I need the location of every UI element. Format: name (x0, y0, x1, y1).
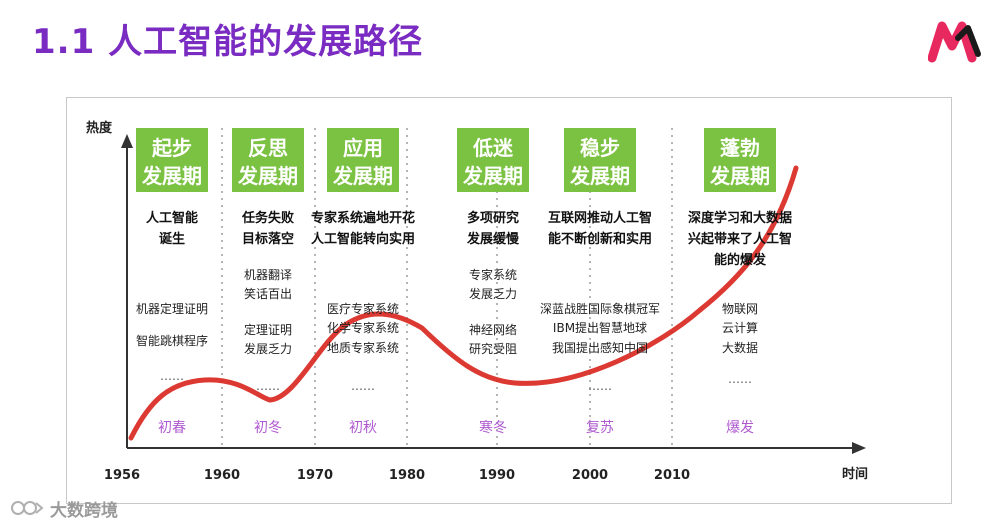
period-box-line1: 应用 (343, 136, 383, 160)
period-ellipsis: …… (351, 379, 375, 393)
period-box (232, 128, 304, 192)
period-detail: 深蓝战胜国际象棋冠军 (540, 301, 660, 316)
period-season: 初秋 (349, 419, 377, 436)
period-ellipsis: …… (256, 379, 280, 393)
x-axis-tick-label: 1960 (204, 468, 240, 483)
period-box-line1: 蓬勃 (720, 136, 760, 160)
period-ellipsis: …… (728, 372, 752, 386)
x-axis-tick-label: 2010 (654, 468, 690, 483)
watermark-logo-icon (11, 501, 44, 515)
period-box-line2: 发展期 (237, 164, 298, 188)
period-headline-line3: 能的爆发 (714, 252, 767, 268)
period-box (457, 128, 529, 192)
period-season: 寒冬 (479, 419, 507, 436)
period-detail: 笑话百出 (244, 286, 292, 301)
period-box-line2: 发展期 (709, 164, 770, 188)
period-box-line1: 稳步 (580, 136, 620, 160)
period-box-line1: 反思 (248, 136, 288, 160)
period-headline-line2: 目标落空 (242, 231, 294, 247)
period-box (704, 128, 776, 192)
period-detail: 云计算 (722, 320, 758, 335)
period-season: 爆发 (726, 420, 754, 436)
period-detail: 我国提出感知中国 (552, 340, 648, 355)
period-box-line1: 低迷 (472, 136, 514, 160)
period-detail: 物联网 (722, 302, 758, 316)
period-headline-line2: 能不断创新和实用 (548, 231, 652, 247)
period-season: 初冬 (254, 419, 282, 436)
x-axis-tick-label: 1990 (479, 468, 515, 483)
period-box-line1: 起步 (151, 136, 192, 160)
watermark: 大数跨境 (10, 496, 118, 521)
period-season: 初春 (158, 419, 186, 436)
x-axis-arrow-icon (852, 442, 866, 454)
x-axis-label: 时间 (842, 466, 868, 482)
y-axis-label: 热度 (86, 120, 113, 136)
period-detail: 神经网络 (469, 322, 517, 337)
x-axis-tick-label: 1970 (297, 468, 333, 483)
period-headline-line1: 互联网推动人工智 (548, 210, 652, 226)
period-box (136, 128, 208, 192)
period-box-line2: 发展期 (462, 164, 523, 188)
period-headline-line2: 人工智能转向实用 (311, 231, 415, 247)
period-box-line2: 发展期 (569, 164, 630, 188)
period-box-line2: 发展期 (141, 164, 202, 188)
period-box (327, 128, 399, 192)
period-box-line2: 发展期 (332, 164, 393, 188)
brand-logo-icon (928, 21, 981, 63)
period-detail: 化学专家系统 (327, 320, 399, 335)
period-detail: 地质专家系统 (327, 340, 399, 355)
period-detail: 智能跳棋程序 (136, 333, 208, 348)
period-headline-line1: 深度学习和大数据 (688, 210, 792, 226)
period-detail: 医疗专家系统 (327, 301, 399, 316)
period-detail: IBM提出智慧地球 (553, 320, 647, 335)
period-detail: 机器定理证明 (136, 301, 208, 316)
period-ellipsis: …… (160, 369, 184, 383)
x-axis-tick-label: 1956 (104, 468, 140, 483)
period-headline-line2: 诞生 (159, 231, 185, 247)
period-headline-line2: 兴起带来了人工智 (688, 231, 792, 247)
heat-curve (128, 165, 799, 441)
period-detail: 定理证明 (244, 322, 292, 337)
period-headline-line1: 任务失败 (241, 210, 294, 226)
x-axis-tick-label: 2000 (572, 468, 608, 483)
period-ellipsis: …… (588, 379, 612, 393)
period-headline-line1: 人工智能 (146, 210, 198, 226)
period-headline-line1: 多项研究 (467, 210, 519, 226)
y-axis-arrow-icon (121, 134, 133, 148)
period-season: 复苏 (586, 419, 614, 436)
x-axis-tick-label: 1980 (389, 468, 425, 483)
period-box (564, 128, 636, 192)
watermark-text: 大数跨境 (50, 500, 118, 521)
period-detail: 发展乏力 (244, 341, 292, 356)
x-axis-ticks: 1956 1960 1970 1980 1990 2000 2010 (104, 468, 690, 483)
period-detail: 专家系统 (469, 267, 517, 282)
period-detail: 发展乏力 (469, 286, 517, 301)
period-headline-line2: 发展缓慢 (466, 231, 520, 247)
page-title: 1.1 人工智能的发展路径 (32, 22, 424, 62)
period-detail: 机器翻译 (244, 268, 292, 282)
period-detail: 研究受阻 (469, 341, 517, 356)
period-detail: 大数据 (722, 340, 758, 355)
period-headline-line1: 专家系统遍地开花 (311, 210, 415, 226)
